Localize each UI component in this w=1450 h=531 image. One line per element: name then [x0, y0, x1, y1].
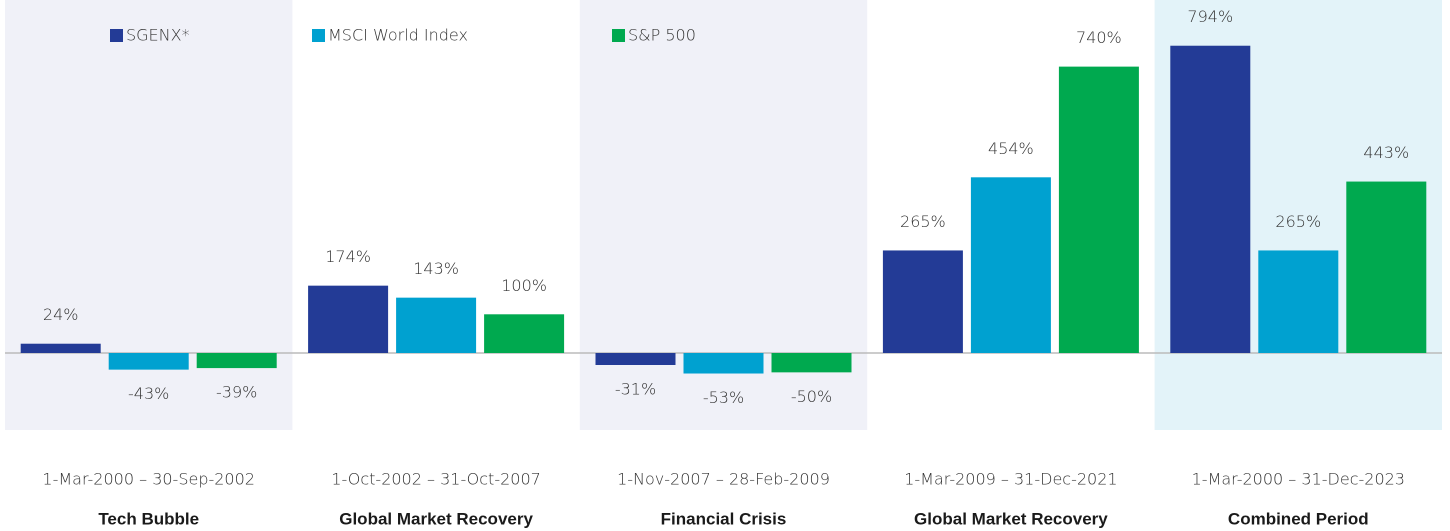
category-label: Global Market Recovery: [914, 509, 1108, 528]
legend-label: SGENX*: [126, 26, 190, 45]
bar: [108, 353, 189, 370]
bar: [20, 343, 101, 353]
period-label: 1-Mar-2009 – 31-Dec-2021: [904, 470, 1117, 489]
category-label: Combined Period: [1228, 509, 1369, 528]
bar: [1170, 45, 1251, 354]
bar: [882, 250, 963, 353]
bar: [308, 285, 389, 353]
period-label: 1-Oct-2002 – 31-Oct-2007: [331, 470, 540, 489]
bar: [970, 177, 1051, 353]
value-label: -50%: [791, 387, 832, 406]
legend-label: MSCI World Index: [328, 26, 468, 45]
value-label: -31%: [615, 379, 656, 398]
value-label: 443%: [1363, 143, 1409, 162]
value-label: 454%: [988, 139, 1034, 158]
bar: [771, 353, 852, 373]
period-label: 1-Mar-2000 – 30-Sep-2002: [42, 470, 255, 489]
bar: [196, 353, 277, 369]
bar: [396, 297, 477, 353]
value-label: 265%: [900, 212, 946, 231]
value-label: 100%: [501, 276, 547, 295]
value-label: 24%: [43, 305, 79, 324]
legend-swatch: [612, 29, 625, 42]
bar: [1346, 181, 1427, 353]
category-label: Tech Bubble: [98, 509, 199, 528]
legend-label: S&P 500: [628, 26, 696, 45]
value-label: 265%: [1275, 212, 1321, 231]
category-label: Financial Crisis: [661, 509, 787, 528]
value-label: -53%: [703, 388, 744, 407]
period-label: 1-Mar-2000 – 31-Dec-2023: [1192, 470, 1405, 489]
value-label: 794%: [1187, 7, 1233, 26]
value-label: -43%: [128, 384, 169, 403]
legend-swatch: [110, 29, 123, 42]
bar: [484, 314, 565, 353]
period-label: 1-Nov-2007 – 28-Feb-2009: [617, 470, 830, 489]
value-label: 143%: [413, 259, 459, 278]
value-label: 174%: [325, 247, 371, 266]
bar: [595, 353, 676, 365]
value-label: -39%: [216, 383, 257, 402]
bar: [683, 353, 764, 374]
bar: [1258, 250, 1339, 353]
value-label: 740%: [1076, 28, 1122, 47]
category-label: Global Market Recovery: [339, 509, 533, 528]
bar: [1058, 66, 1139, 354]
legend-swatch: [312, 29, 325, 42]
